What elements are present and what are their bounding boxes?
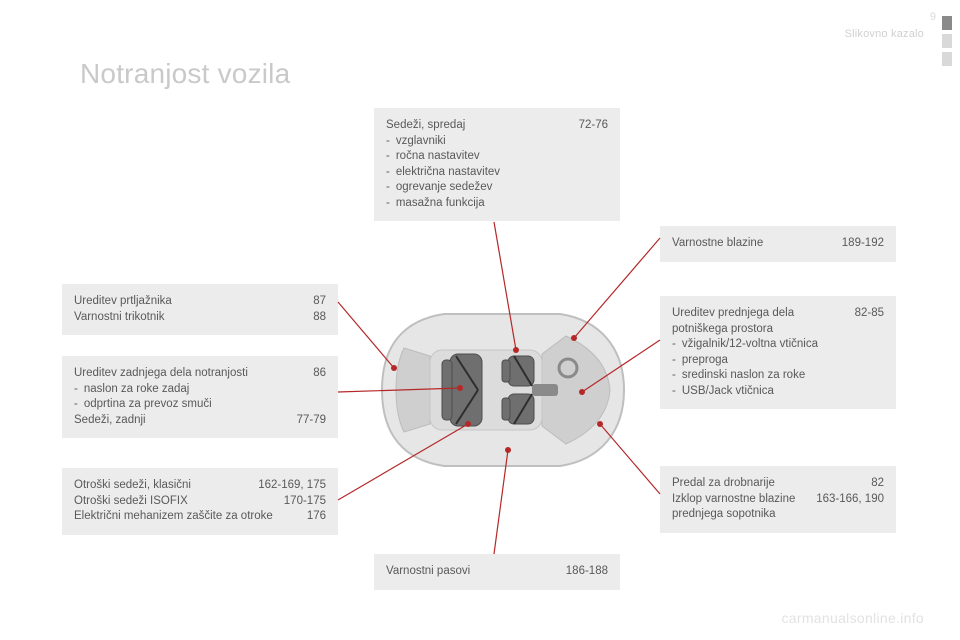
vehicle-top-view-diagram xyxy=(364,290,640,490)
callout-box-seatbelts: Varnostni pasovi 186-188 xyxy=(374,554,620,590)
page-ref: 77-79 xyxy=(289,413,326,429)
page-number: 9 xyxy=(930,11,936,23)
page-ref: 87 xyxy=(305,294,326,310)
page-title: Notranjost vozila xyxy=(80,58,290,90)
page-ref: 82-85 xyxy=(847,306,884,337)
label: Ureditev prednjega dela potniškega prost… xyxy=(672,306,837,337)
callout-box-airbags: Varnostne blazine 189-192 xyxy=(660,226,896,262)
page-ref: 82 xyxy=(863,476,884,492)
label: Sedeži, zadnji xyxy=(74,413,279,429)
page-ref: 176 xyxy=(299,509,326,525)
label: Varnostni trikotnik xyxy=(74,310,295,326)
page: 9 Slikovno kazalo Notranjost vozila Sede… xyxy=(0,0,960,640)
label: Varnostni pasovi xyxy=(386,564,548,580)
page-ref: 189-192 xyxy=(834,236,884,252)
page-ref: 86 xyxy=(305,366,326,382)
page-ref: 186-188 xyxy=(558,564,608,580)
label: Izklop varnostne blazine prednjega sopot… xyxy=(672,492,798,523)
page-ref: 170-175 xyxy=(276,494,326,510)
callout-box-rear-interior: Ureditev zadnjega dela notranjosti 86 -n… xyxy=(62,356,338,438)
bullet: naslon za roke zadaj xyxy=(84,382,326,398)
label: Električni mehanizem zaščite za otroke xyxy=(74,509,289,525)
callout-box-child-seats: Otroški sedeži, klasični 162-169, 175 Ot… xyxy=(62,468,338,535)
label: Otroški sedeži ISOFIX xyxy=(74,494,266,510)
edge-tab-marks xyxy=(942,16,952,66)
bullet: masažna funkcija xyxy=(396,196,608,212)
bullet: preproga xyxy=(682,353,884,369)
label: Sedeži, spredaj xyxy=(386,118,561,134)
bullet: ročna nastavitev xyxy=(396,149,608,165)
bullet: ogrevanje sedežev xyxy=(396,180,608,196)
page-ref: 72-76 xyxy=(571,118,608,134)
callout-box-front-interior: Ureditev prednjega dela potniškega prost… xyxy=(660,296,896,409)
label: Ureditev prtljažnika xyxy=(74,294,295,310)
bullet: odprtina za prevoz smuči xyxy=(84,397,326,413)
label: Predal za drobnarije xyxy=(672,476,853,492)
label: Varnostne blazine xyxy=(672,236,824,252)
bullet: vžigalnik/12-voltna vtičnica xyxy=(682,337,884,353)
bullet: sredinski naslon za roke xyxy=(682,368,884,384)
label: Ureditev zadnjega dela notranjosti xyxy=(74,366,295,382)
page-ref: 162-169, 175 xyxy=(250,478,326,494)
page-ref: 88 xyxy=(305,310,326,326)
page-ref: 163-166, 190 xyxy=(808,492,884,523)
callout-box-glovebox: Predal za drobnarije 82 Izklop varnostne… xyxy=(660,466,896,533)
watermark: carmanualsonline.info xyxy=(782,610,925,626)
section-header: Slikovno kazalo xyxy=(845,28,924,40)
bullet: USB/Jack vtičnica xyxy=(682,384,884,400)
bullet: električna nastavitev xyxy=(396,165,608,181)
bullet: vzglavniki xyxy=(396,134,608,150)
label: Otroški sedeži, klasični xyxy=(74,478,240,494)
callout-box-boot: Ureditev prtljažnika 87 Varnostni trikot… xyxy=(62,284,338,335)
callout-box-front-seats: Sedeži, spredaj 72-76 -vzglavniki -ročna… xyxy=(374,108,620,221)
